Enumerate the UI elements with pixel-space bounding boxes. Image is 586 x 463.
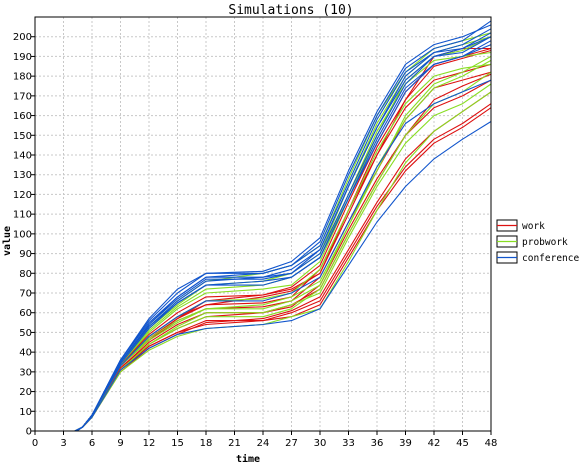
y-tick-label: 20 <box>19 387 32 398</box>
series-line-conference <box>35 40 492 432</box>
x-tick-label: 48 <box>485 438 498 449</box>
y-tick-label: 170 <box>13 91 32 102</box>
x-axis-label: time <box>236 453 260 463</box>
y-tick-label: 70 <box>19 289 32 300</box>
y-tick-label: 160 <box>13 111 32 122</box>
x-tick-label: 0 <box>32 438 38 449</box>
legend-label-probwork: probwork <box>522 237 568 248</box>
x-tick-label: 6 <box>89 438 95 449</box>
legend-label-conference: conference <box>522 253 579 264</box>
y-tick-label: 200 <box>13 32 32 43</box>
y-tick-label: 180 <box>13 72 32 83</box>
x-tick-label: 42 <box>428 438 441 449</box>
series-line-probwork <box>35 32 492 432</box>
series-line-conference <box>35 32 492 432</box>
x-tick-label: 24 <box>257 438 270 449</box>
legend: work probwork conference <box>496 219 579 264</box>
y-tick-label: 80 <box>19 269 32 280</box>
x-tick-label: 36 <box>371 438 384 449</box>
y-tick-label: 190 <box>13 52 32 63</box>
x-tick-label: 30 <box>314 438 327 449</box>
x-tick-label: 15 <box>171 438 184 449</box>
y-tick-label: 100 <box>13 229 32 240</box>
y-tick-label: 10 <box>19 407 32 418</box>
x-tick-label: 18 <box>200 438 213 449</box>
y-tick-label: 50 <box>19 328 32 339</box>
legend-label-work: work <box>522 221 545 232</box>
x-tick-label: 33 <box>342 438 355 449</box>
y-tick-label: 0 <box>26 427 32 438</box>
y-tick-label: 60 <box>19 308 32 319</box>
y-tick-label: 110 <box>13 210 32 221</box>
y-tick-label: 150 <box>13 131 32 142</box>
x-tick-label: 3 <box>60 438 66 449</box>
y-tick-label: 130 <box>13 170 32 181</box>
y-tick-label: 30 <box>19 367 32 378</box>
y-tick-label: 40 <box>19 348 32 359</box>
x-tick-label: 27 <box>285 438 298 449</box>
x-tick-label: 21 <box>228 438 241 449</box>
x-tick-label: 12 <box>143 438 156 449</box>
x-tick-label: 39 <box>399 438 412 449</box>
y-tick-label: 140 <box>13 151 32 162</box>
x-tick-label: 9 <box>117 438 123 449</box>
x-tick-label: 45 <box>456 438 469 449</box>
x-axis-ticks: 0 3 6 9 12 15 18 21 24 27 30 33 36 39 42 45 48 <box>32 431 498 449</box>
series-line-conference <box>35 44 492 432</box>
series-line-conference <box>35 121 492 432</box>
y-tick-label: 90 <box>19 249 32 260</box>
y-tick-label: 120 <box>13 190 32 201</box>
y-axis-label: value <box>2 226 13 256</box>
series-group <box>35 20 492 432</box>
chart-title: Simulations (10) <box>228 3 353 18</box>
y-axis-ticks: 0 10 20 30 40 50 60 70 80 90 100 110 120 130 140 150 160… <box>13 32 35 438</box>
